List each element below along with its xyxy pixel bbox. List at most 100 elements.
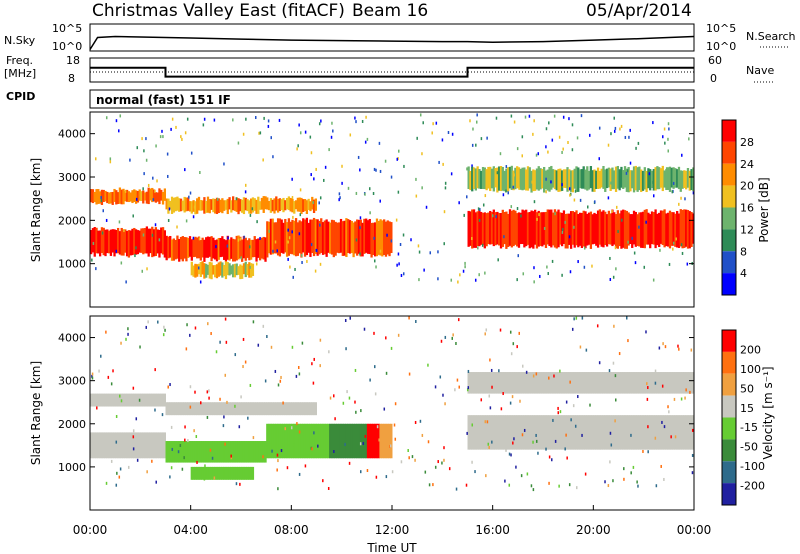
power-cell xyxy=(154,192,158,203)
velocity-cell xyxy=(314,402,317,416)
power-cell xyxy=(311,196,314,210)
velocity-cell xyxy=(289,402,292,416)
velocity-cell xyxy=(386,423,389,459)
power-scatter xyxy=(486,136,488,140)
velocity-cell xyxy=(650,372,654,394)
power-cell xyxy=(383,219,386,255)
power-cell xyxy=(93,227,96,257)
power-cell xyxy=(622,209,625,248)
power-scatter xyxy=(443,210,446,214)
power-cell xyxy=(178,238,181,262)
velocity-scatter xyxy=(535,433,537,437)
velocity-cell xyxy=(336,423,339,459)
velocity-cell xyxy=(676,372,679,394)
velocity-cell xyxy=(194,466,197,480)
velocity-cell xyxy=(375,423,379,459)
nsky-tick-low: 10^0 xyxy=(52,40,82,53)
velocity-cell xyxy=(196,466,199,480)
velocity-cell xyxy=(489,372,492,394)
velocity-cell xyxy=(586,372,589,394)
velocity-cell xyxy=(692,372,695,394)
power-cell xyxy=(341,221,344,256)
power-scatter xyxy=(538,213,540,217)
velocity-scatter xyxy=(554,439,557,443)
velocity-cell xyxy=(100,393,104,407)
power-cell xyxy=(643,167,646,190)
power-cell xyxy=(523,210,526,248)
power-cell xyxy=(676,211,679,248)
power-scatter xyxy=(583,265,586,269)
velocity-cell xyxy=(305,402,309,416)
velocity-cell xyxy=(258,441,262,463)
velocity-cell xyxy=(212,466,215,480)
velocity-scatter xyxy=(333,450,335,454)
power-cell xyxy=(194,263,197,278)
velocity-scatter xyxy=(355,410,357,414)
power-scatter xyxy=(397,190,400,194)
power-cell xyxy=(609,213,612,245)
velocity-cell xyxy=(282,423,285,459)
power-scatter xyxy=(518,186,520,190)
power-scatter xyxy=(500,178,502,182)
velocity-cell xyxy=(298,423,301,459)
power-scatter xyxy=(652,121,654,125)
velocity-cell xyxy=(674,415,677,450)
power-scatter xyxy=(167,174,169,178)
velocity-scatter xyxy=(574,424,577,428)
power-cell xyxy=(672,167,675,189)
velocity-cell xyxy=(345,423,348,459)
velocity-cell xyxy=(197,441,201,463)
power-cell xyxy=(534,209,537,245)
velocity-cell xyxy=(208,441,211,463)
power-scatter xyxy=(620,124,623,128)
power-scatter xyxy=(562,147,564,151)
velocity-cell xyxy=(91,393,95,407)
power-cell xyxy=(188,201,192,212)
power-scatter xyxy=(416,136,418,140)
velocity-cell xyxy=(124,393,127,407)
velocity-scatter xyxy=(627,339,629,343)
velocity-cell xyxy=(580,372,584,394)
velocity-cell xyxy=(569,415,573,450)
velocity-scatter xyxy=(532,374,535,378)
x-tick-label: 00:00 xyxy=(73,523,108,537)
velocity-cell xyxy=(314,423,317,459)
velocity-scatter xyxy=(322,479,324,483)
power-scatter xyxy=(432,122,434,126)
velocity-scatter xyxy=(488,445,490,449)
power-cell xyxy=(312,199,316,214)
velocity-cell xyxy=(129,432,132,459)
x-axis-label: Time UT xyxy=(366,541,417,554)
power-cell xyxy=(562,210,566,244)
power-scatter xyxy=(510,114,513,118)
power-cell xyxy=(156,229,159,254)
power-cell xyxy=(647,168,650,189)
power-cell xyxy=(330,219,334,255)
velocity-scatter xyxy=(599,446,602,450)
velocity-scatter xyxy=(515,465,517,469)
power-cell xyxy=(688,170,691,191)
velocity-scatter xyxy=(184,438,186,442)
power-scatter xyxy=(129,158,131,162)
power-scatter xyxy=(92,241,95,245)
velocity-cell xyxy=(591,372,594,394)
power-data xyxy=(90,113,695,284)
velocity-scatter xyxy=(378,438,380,442)
power-cell xyxy=(197,236,201,259)
velocity-cell xyxy=(239,466,242,480)
velocity-cell xyxy=(535,415,539,450)
velocity-scatter xyxy=(666,376,668,380)
power-ylabel: Slant Range [km] xyxy=(29,158,43,262)
power-cell xyxy=(90,189,93,203)
x-tick-label: 16:00 xyxy=(475,523,510,537)
power-cell xyxy=(107,192,111,204)
velocity-scatter xyxy=(502,392,504,396)
power-scatter xyxy=(681,153,683,157)
velocity-cell xyxy=(205,466,208,480)
velocity-cell xyxy=(667,372,670,394)
power-cell xyxy=(215,264,219,279)
velocity-scatter xyxy=(577,395,579,399)
power-scatter xyxy=(643,265,646,269)
velocity-cell xyxy=(194,402,197,416)
power-scatter xyxy=(594,200,596,204)
